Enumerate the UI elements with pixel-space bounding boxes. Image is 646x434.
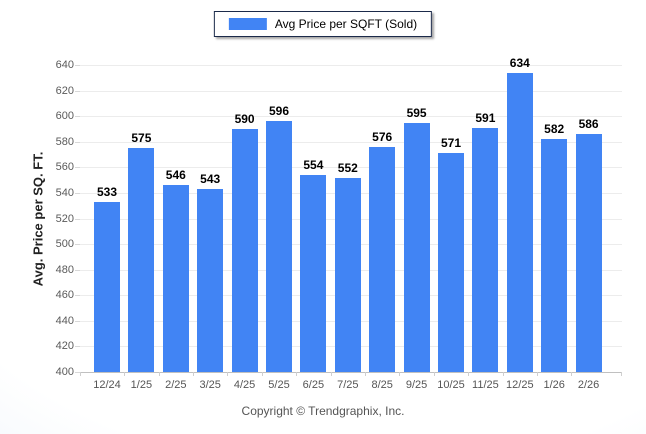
y-gridline — [80, 167, 622, 169]
x-axis-tick — [193, 372, 194, 376]
y-axis-tick — [75, 192, 80, 194]
x-axis-tick-label: 3/25 — [199, 379, 221, 391]
bar-value-label: 543 — [200, 172, 221, 187]
x-axis-tick-label: 12/25 — [506, 379, 534, 391]
bar — [403, 122, 430, 372]
y-axis-tick — [75, 116, 80, 118]
x-axis-tick-label: 9/25 — [405, 379, 428, 391]
y-axis-tick-label: 400 — [55, 366, 74, 378]
bar-value-label: 546 — [165, 168, 186, 183]
y-axis-tick-label: 620 — [55, 84, 74, 97]
y-axis-tick-label: 560 — [55, 161, 74, 174]
x-axis-tick-label: 10/25 — [437, 379, 465, 391]
bar-value-label: 576 — [372, 129, 393, 144]
bar — [94, 201, 120, 372]
x-axis-tick-label: 6/25 — [302, 379, 325, 391]
y-axis-tick-label: 440 — [55, 314, 74, 327]
x-axis-tick-label: 1/26 — [543, 379, 565, 391]
y-axis-tick-label: 540 — [55, 186, 74, 199]
bar-value-label: 586 — [578, 117, 599, 132]
bar — [369, 146, 396, 372]
bar-value-label: 590 — [234, 111, 255, 126]
legend-swatch-icon — [228, 18, 267, 30]
y-axis-tick — [75, 320, 80, 322]
bar — [575, 134, 602, 372]
bar — [334, 177, 361, 372]
y-gridline — [80, 141, 622, 143]
bar — [266, 121, 292, 372]
x-axis-tick — [261, 372, 263, 376]
y-axis-tick-label: 580 — [55, 135, 74, 148]
copyright-text: Copyright © Trendgraphix, Inc. — [241, 404, 405, 418]
y-axis-tick — [75, 295, 80, 297]
legend-label: Avg Price per SQFT (Sold) — [274, 17, 418, 31]
y-axis-tick-label: 640 — [55, 59, 74, 71]
y-axis-tick — [75, 244, 80, 246]
bar — [300, 175, 327, 372]
x-axis-tick-label: 7/25 — [337, 379, 359, 391]
bar — [231, 128, 258, 372]
x-axis-tick-label: 8/25 — [371, 379, 393, 391]
y-axis-tick-label: 500 — [55, 238, 74, 251]
y-gridline — [80, 90, 622, 92]
bar-value-label: 554 — [303, 158, 324, 173]
bar — [162, 185, 189, 372]
bar-value-label: 591 — [475, 110, 496, 125]
y-axis-tick — [75, 167, 80, 169]
bar-value-label: 533 — [96, 184, 118, 199]
bar — [506, 72, 533, 372]
x-axis-tick — [502, 372, 504, 376]
y-axis-tick — [75, 141, 80, 143]
x-axis-tick-label: 12/24 — [93, 379, 121, 391]
bar-value-label: 571 — [440, 136, 462, 151]
y-axis-tick — [75, 65, 80, 66]
bar — [541, 139, 568, 372]
x-axis-tick — [399, 372, 401, 376]
y-axis-tick — [75, 346, 80, 348]
bar — [472, 127, 499, 372]
x-axis-tick — [365, 372, 366, 376]
x-axis-tick-label: 5/25 — [268, 379, 290, 391]
plot-area: 400 420 440 460 480 500 520 540 560 580 600 620 640 5… — [56, 56, 622, 391]
bar-value-label: 575 — [131, 131, 152, 146]
y-axis-tick-label: 480 — [55, 263, 74, 276]
x-axis-tick — [537, 372, 538, 376]
x-axis-tick — [571, 372, 573, 376]
y-gridline — [80, 116, 622, 118]
y-axis-tick-label: 600 — [55, 110, 74, 123]
y-axis-tick — [75, 90, 80, 92]
x-axis-tick-label: 4/25 — [233, 379, 256, 391]
x-axis-tick — [330, 372, 332, 376]
legend: Avg Price per SQFT (Sold) — [213, 11, 433, 37]
x-axis-tick — [621, 372, 622, 376]
x-axis-tick-label: 1/25 — [130, 379, 153, 391]
x-axis-tick — [433, 372, 435, 376]
x-axis-tick-label: 11/25 — [472, 379, 499, 391]
y-gridline — [80, 65, 622, 66]
x-axis-tick — [468, 372, 470, 376]
bar-value-label: 595 — [406, 105, 427, 120]
x-axis-tick — [227, 372, 229, 376]
bar — [438, 153, 464, 372]
bar-value-label: 596 — [268, 104, 290, 119]
y-axis-tick — [75, 372, 80, 373]
x-axis-tick — [124, 372, 126, 376]
bar — [197, 189, 224, 372]
bar — [128, 148, 155, 372]
x-axis-tick — [80, 372, 81, 376]
bar-value-label: 634 — [509, 55, 530, 70]
x-axis-tick-label: 2/25 — [165, 379, 187, 391]
y-axis-tick — [75, 218, 80, 220]
bar-value-label: 582 — [544, 122, 565, 137]
y-axis-tick-label: 460 — [55, 289, 74, 302]
x-axis-tick — [158, 372, 160, 376]
x-axis-tick-label: 2/26 — [577, 379, 600, 391]
x-axis-tick — [296, 372, 298, 376]
y-axis-tick-label: 520 — [55, 212, 74, 225]
bar-value-label: 552 — [337, 160, 358, 175]
y-axis-tick — [75, 269, 80, 271]
y-axis-tick-label: 420 — [55, 340, 74, 353]
